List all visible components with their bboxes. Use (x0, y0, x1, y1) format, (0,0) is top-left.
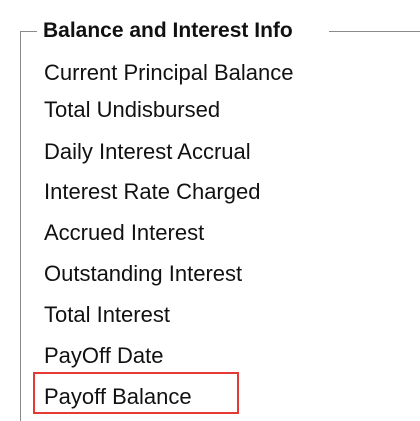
daily-interest-accrual-label: Daily Interest Accrual (44, 139, 251, 164)
fieldset-border-left (20, 31, 21, 421)
fieldset-border-top-right (329, 31, 420, 32)
total-undisbursed-label: Total Undisbursed (44, 97, 221, 122)
payoff-date-label: PayOff Date (44, 343, 164, 368)
fieldset-legend: Balance and Interest Info (43, 18, 293, 44)
accrued-interest-label: Accrued Interest (44, 220, 205, 245)
payoff-balance-label: Payoff Balance (44, 384, 192, 409)
current-principal-balance-label: Current Principal Balance (44, 60, 294, 85)
fieldset-border-top-left (20, 31, 37, 32)
total-interest-label: Total Interest (44, 302, 170, 327)
outstanding-interest-label: Outstanding Interest (44, 261, 243, 286)
interest-rate-charged-label: Interest Rate Charged (44, 179, 261, 204)
